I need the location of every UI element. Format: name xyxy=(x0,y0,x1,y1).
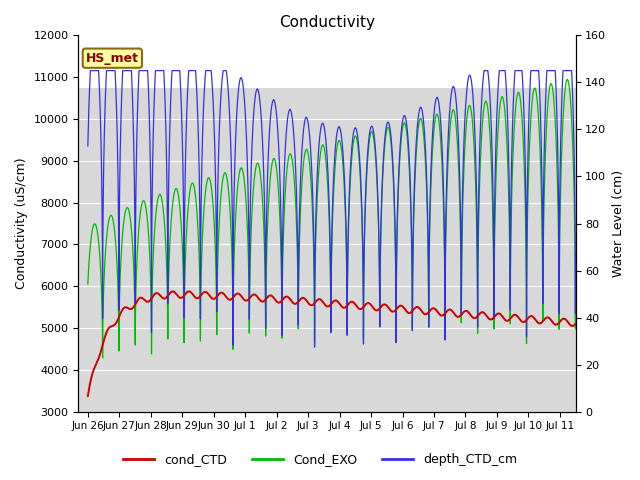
Text: HS_met: HS_met xyxy=(86,52,139,65)
Legend: cond_CTD, Cond_EXO, depth_CTD_cm: cond_CTD, Cond_EXO, depth_CTD_cm xyxy=(118,448,522,471)
Bar xyxy=(79,14,575,88)
Title: Conductivity: Conductivity xyxy=(279,15,375,30)
Y-axis label: Water Level (cm): Water Level (cm) xyxy=(612,170,625,277)
Y-axis label: Conductivity (uS/cm): Conductivity (uS/cm) xyxy=(15,158,28,289)
